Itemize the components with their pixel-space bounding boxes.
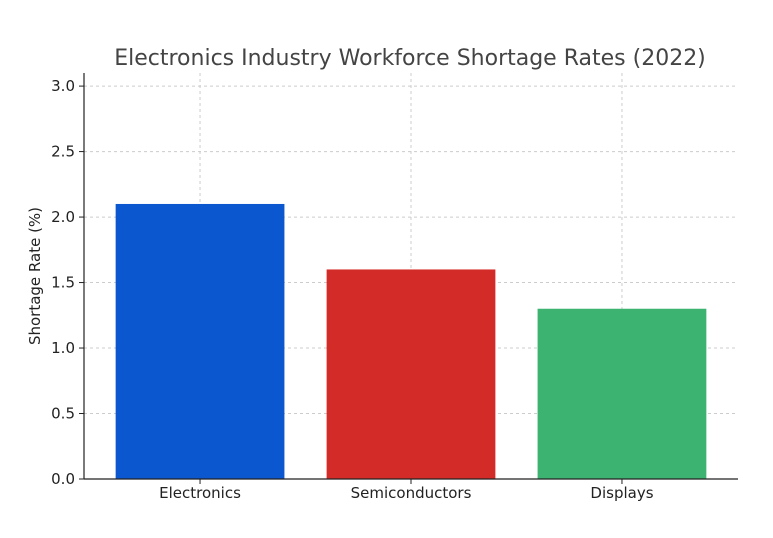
y-tick-label: 2.0 (51, 208, 75, 226)
bars (115, 203, 707, 479)
x-tick-label: Displays (590, 484, 653, 502)
x-tick-label: Electronics (159, 484, 241, 502)
y-tick-label: 1.0 (51, 339, 75, 357)
y-tick-label: 1.5 (51, 274, 75, 292)
y-ticks: 0.0 0.5 1.0 1.5 2.0 2.5 3.0 (51, 77, 84, 488)
y-tick-label: 3.0 (51, 77, 75, 95)
chart-title: Electronics Industry Workforce Shortage … (114, 46, 706, 71)
x-ticks: Electronics Semiconductors Displays (159, 479, 654, 502)
y-tick-label: 2.5 (51, 143, 75, 161)
bar-semiconductors (326, 269, 496, 479)
bar-electronics (115, 203, 285, 479)
y-axis-label: Shortage Rate (%) (26, 207, 44, 345)
x-tick-label: Semiconductors (351, 484, 472, 502)
y-tick-label: 0.5 (51, 405, 75, 423)
y-tick-label: 0.0 (51, 470, 75, 488)
bar-displays (537, 308, 707, 479)
